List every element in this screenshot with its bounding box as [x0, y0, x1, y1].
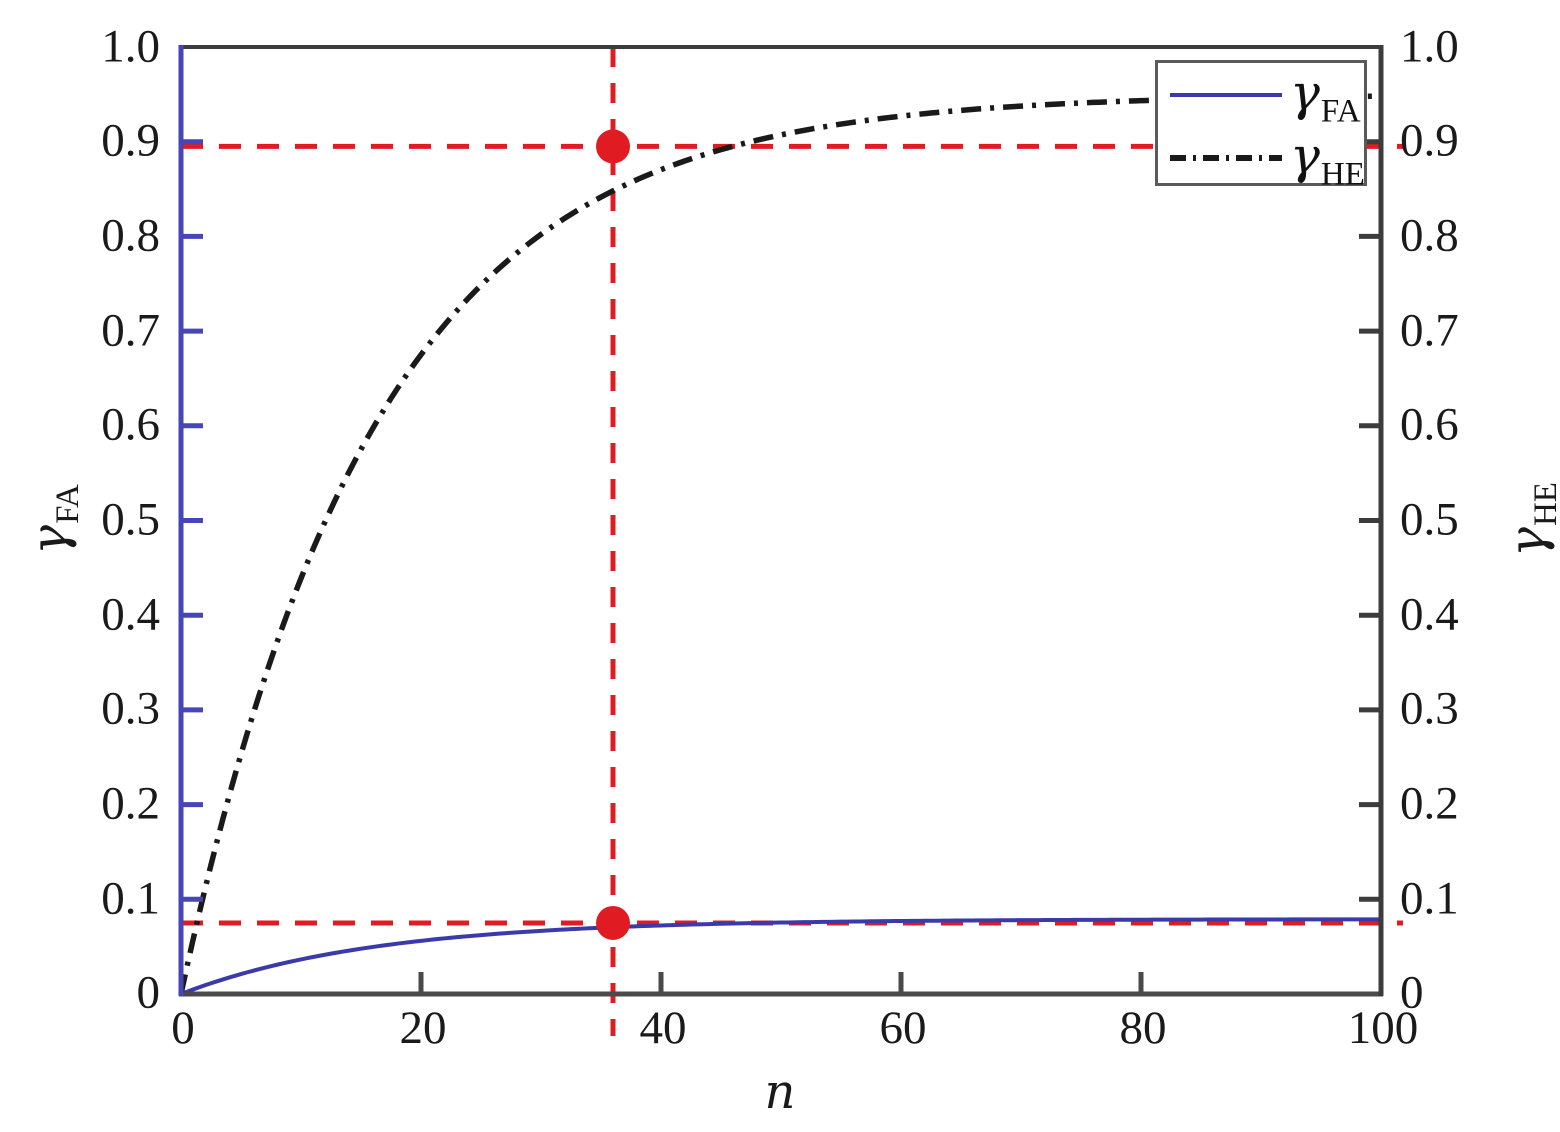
ytick-label-left: 0.6 [101, 398, 160, 451]
legend-sample-line-he [1170, 154, 1282, 161]
ytick-label-left: 0.3 [101, 682, 160, 735]
legend-item-he: γHE [1158, 126, 1365, 192]
plot-background [181, 47, 1381, 994]
ytick-label-left: 0 [136, 966, 161, 1019]
xtick-label: 60 [879, 1002, 927, 1054]
intersection-fa-marker [596, 905, 630, 940]
x-axis-title: n [764, 1064, 796, 1120]
ytick-label-right: 0.5 [1400, 493, 1459, 546]
ytick-label-left: 0.8 [101, 209, 160, 262]
y-axis-title-right: γHE [1498, 482, 1560, 557]
xtick-label: 40 [639, 1002, 687, 1054]
legend-sample-line-fa [1170, 92, 1282, 97]
ytick-label-right: 0.9 [1400, 114, 1459, 167]
ytick-label-left: 0.1 [101, 872, 160, 925]
gamma-symbol: γ [1497, 527, 1556, 557]
xtick-label: 20 [399, 1002, 447, 1054]
ytick-label-left: 0.2 [101, 777, 160, 830]
xtick-label: 100 [1347, 1002, 1419, 1054]
legend-label-he: γHE [1290, 126, 1365, 192]
ytick-label-right: 0.7 [1400, 304, 1459, 357]
gamma-symbol: γ [1290, 63, 1320, 122]
series-line-γFA [180, 917, 1381, 996]
ytick-label-right: 0.2 [1400, 777, 1459, 830]
ytick-label-left: 0.5 [101, 493, 160, 546]
legend: γFA γHE [1155, 60, 1367, 192]
ytick-label-right: 0.1 [1400, 872, 1459, 925]
ytick-label-right: 0.6 [1400, 398, 1459, 451]
ytick-label-left: 1.0 [101, 20, 160, 73]
ytick-label-left: 0.4 [101, 588, 160, 641]
ytick-label-right: 0.4 [1400, 588, 1459, 641]
gamma-subscript: HE [1527, 482, 1560, 527]
gamma-subscript: FA [1320, 93, 1361, 130]
gamma-subscript: HE [1320, 156, 1365, 193]
xtick-label: 80 [1119, 1002, 1167, 1054]
ytick-label-left: 0.7 [101, 304, 160, 357]
gamma-subscript: FA [49, 484, 86, 524]
ytick-label-right: 0.8 [1400, 209, 1459, 262]
legend-item-fa: γFA [1158, 63, 1364, 129]
gamma-symbol: γ [1290, 126, 1320, 185]
y-axis-title-left: γFA [20, 484, 86, 555]
ytick-label-left: 0.9 [101, 114, 160, 167]
xtick-label: 0 [171, 1002, 195, 1054]
gamma-symbol: γ [19, 524, 78, 555]
legend-label-fa: γFA [1290, 63, 1361, 129]
intersection-he-marker [596, 129, 630, 164]
ytick-label-right: 0 [1400, 966, 1424, 1019]
ytick-label-right: 1.0 [1400, 20, 1459, 73]
ytick-label-right: 0.3 [1400, 682, 1459, 735]
